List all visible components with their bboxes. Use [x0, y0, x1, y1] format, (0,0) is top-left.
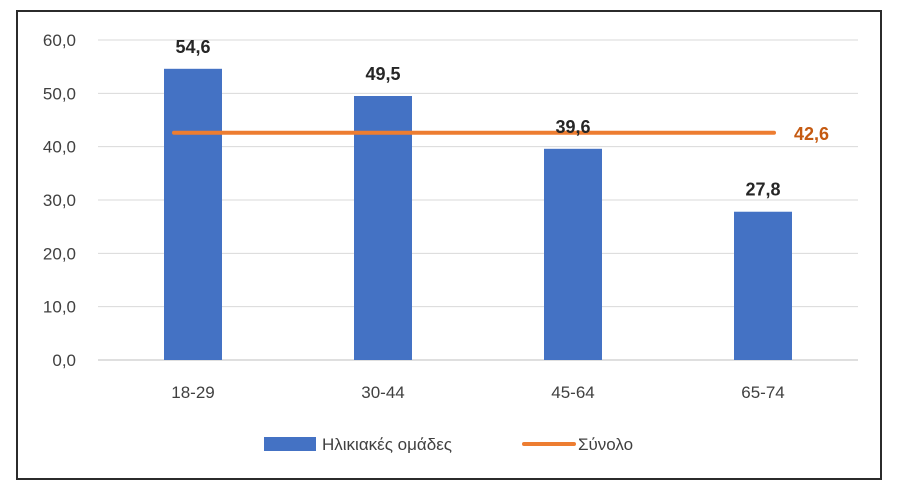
y-tick-label: 40,0	[43, 138, 76, 157]
y-tick-label: 10,0	[43, 298, 76, 317]
x-tick-label: 30-44	[361, 383, 404, 402]
y-tick-label: 20,0	[43, 244, 76, 263]
y-tick-label: 60,0	[43, 31, 76, 50]
bar	[544, 148, 602, 360]
legend-line-label: Σύνολο	[578, 435, 633, 454]
legend-bar-swatch	[264, 437, 316, 451]
y-tick-label: 0,0	[52, 351, 76, 370]
bar	[354, 96, 412, 360]
y-tick-label: 50,0	[43, 84, 76, 103]
legend-bar-label: Ηλικιακές ομάδες	[322, 435, 452, 454]
x-tick-label: 65-74	[741, 383, 784, 402]
bar	[164, 68, 222, 361]
bar-data-label: 27,8	[745, 180, 780, 200]
chart-frame: 0,0 10,0 20,0 30,0 40,0 50,0 60,0 18-29 30-44 45…	[16, 10, 882, 480]
bar-data-label: 49,5	[365, 64, 400, 84]
bar-data-label: 54,6	[175, 37, 210, 57]
x-tick-label: 45-64	[551, 383, 594, 402]
total-line-label: 42,6	[794, 124, 829, 144]
bar	[734, 211, 792, 360]
bar-data-label: 39,6	[555, 117, 590, 137]
x-tick-label: 18-29	[171, 383, 214, 402]
bar-chart: 0,0 10,0 20,0 30,0 40,0 50,0 60,0 18-29 30-44 45…	[43, 31, 858, 454]
y-tick-label: 30,0	[43, 191, 76, 210]
